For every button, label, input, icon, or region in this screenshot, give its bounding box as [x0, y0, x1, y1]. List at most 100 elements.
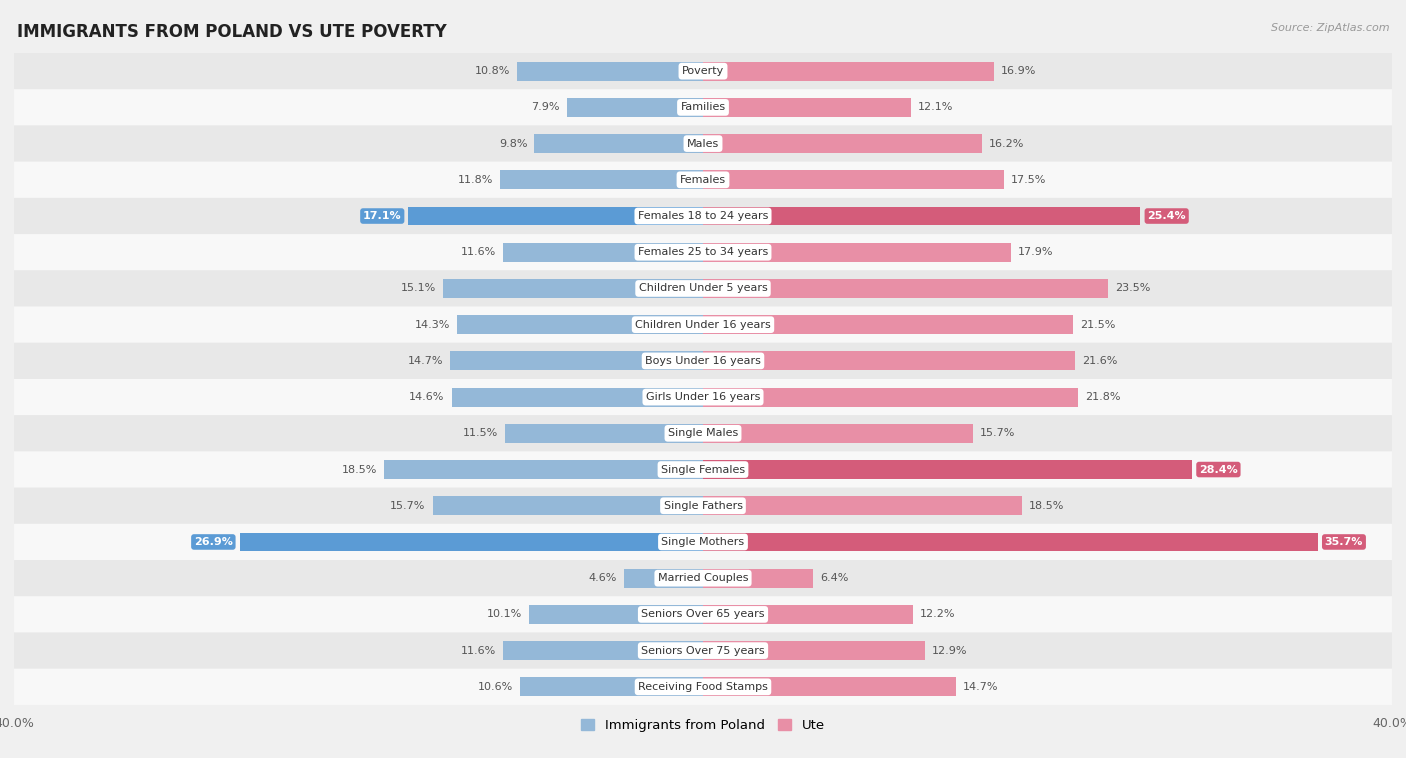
- Text: Females: Females: [681, 175, 725, 185]
- Text: Girls Under 16 years: Girls Under 16 years: [645, 392, 761, 402]
- Bar: [567, 98, 703, 117]
- Text: Married Couples: Married Couples: [658, 573, 748, 583]
- Text: 14.6%: 14.6%: [409, 392, 444, 402]
- Bar: [503, 243, 703, 262]
- Text: 11.5%: 11.5%: [463, 428, 498, 438]
- Text: Single Fathers: Single Fathers: [664, 501, 742, 511]
- Bar: [703, 496, 1022, 515]
- FancyBboxPatch shape: [14, 452, 1392, 487]
- Bar: [703, 171, 1004, 190]
- FancyBboxPatch shape: [14, 632, 1392, 669]
- Text: 21.8%: 21.8%: [1085, 392, 1121, 402]
- FancyBboxPatch shape: [14, 306, 1392, 343]
- Text: 14.3%: 14.3%: [415, 320, 450, 330]
- Bar: [703, 460, 1192, 479]
- Bar: [703, 315, 1073, 334]
- Text: Children Under 5 years: Children Under 5 years: [638, 283, 768, 293]
- Text: Receiving Food Stamps: Receiving Food Stamps: [638, 682, 768, 692]
- Text: Families: Families: [681, 102, 725, 112]
- Bar: [703, 424, 973, 443]
- Text: 35.7%: 35.7%: [1324, 537, 1364, 547]
- Bar: [505, 424, 703, 443]
- Bar: [384, 460, 703, 479]
- Text: 26.9%: 26.9%: [194, 537, 233, 547]
- Text: 12.2%: 12.2%: [920, 609, 956, 619]
- Bar: [443, 279, 703, 298]
- Text: 15.7%: 15.7%: [391, 501, 426, 511]
- Text: 21.6%: 21.6%: [1083, 356, 1118, 366]
- Legend: Immigrants from Poland, Ute: Immigrants from Poland, Ute: [576, 714, 830, 738]
- Text: 17.5%: 17.5%: [1011, 175, 1046, 185]
- Bar: [703, 387, 1078, 406]
- Text: Seniors Over 75 years: Seniors Over 75 years: [641, 646, 765, 656]
- Bar: [703, 678, 956, 697]
- Bar: [503, 641, 703, 660]
- Text: 9.8%: 9.8%: [499, 139, 527, 149]
- Text: 10.1%: 10.1%: [486, 609, 522, 619]
- Text: Females 18 to 24 years: Females 18 to 24 years: [638, 211, 768, 221]
- FancyBboxPatch shape: [14, 597, 1392, 632]
- FancyBboxPatch shape: [14, 415, 1392, 452]
- Bar: [409, 207, 703, 225]
- Bar: [433, 496, 703, 515]
- Bar: [703, 279, 1108, 298]
- Text: 25.4%: 25.4%: [1147, 211, 1187, 221]
- Text: 16.9%: 16.9%: [1001, 66, 1036, 76]
- Text: 17.1%: 17.1%: [363, 211, 402, 221]
- Bar: [703, 641, 925, 660]
- Text: 7.9%: 7.9%: [531, 102, 560, 112]
- Bar: [703, 207, 1140, 225]
- Text: 17.9%: 17.9%: [1018, 247, 1053, 257]
- Bar: [520, 678, 703, 697]
- Text: Boys Under 16 years: Boys Under 16 years: [645, 356, 761, 366]
- Bar: [451, 387, 703, 406]
- Text: 10.6%: 10.6%: [478, 682, 513, 692]
- Bar: [529, 605, 703, 624]
- FancyBboxPatch shape: [14, 126, 1392, 161]
- Bar: [703, 98, 911, 117]
- Text: 28.4%: 28.4%: [1199, 465, 1237, 475]
- Text: Single Males: Single Males: [668, 428, 738, 438]
- Bar: [239, 533, 703, 551]
- Text: Single Females: Single Females: [661, 465, 745, 475]
- Text: 18.5%: 18.5%: [1029, 501, 1064, 511]
- FancyBboxPatch shape: [14, 524, 1392, 560]
- Text: 11.6%: 11.6%: [461, 646, 496, 656]
- Text: 12.1%: 12.1%: [918, 102, 953, 112]
- Bar: [534, 134, 703, 153]
- Text: 6.4%: 6.4%: [820, 573, 848, 583]
- FancyBboxPatch shape: [14, 234, 1392, 271]
- Bar: [703, 61, 994, 80]
- Text: 18.5%: 18.5%: [342, 465, 377, 475]
- FancyBboxPatch shape: [14, 53, 1392, 89]
- Text: 4.6%: 4.6%: [589, 573, 617, 583]
- Text: 23.5%: 23.5%: [1115, 283, 1150, 293]
- Bar: [703, 533, 1317, 551]
- Text: Source: ZipAtlas.com: Source: ZipAtlas.com: [1271, 23, 1389, 33]
- Text: 15.1%: 15.1%: [401, 283, 436, 293]
- Text: Females 25 to 34 years: Females 25 to 34 years: [638, 247, 768, 257]
- Bar: [499, 171, 703, 190]
- Text: Males: Males: [688, 139, 718, 149]
- FancyBboxPatch shape: [14, 271, 1392, 306]
- Text: 15.7%: 15.7%: [980, 428, 1015, 438]
- Text: 14.7%: 14.7%: [963, 682, 998, 692]
- Text: Children Under 16 years: Children Under 16 years: [636, 320, 770, 330]
- Text: 21.5%: 21.5%: [1080, 320, 1115, 330]
- Bar: [703, 134, 981, 153]
- Text: 11.6%: 11.6%: [461, 247, 496, 257]
- FancyBboxPatch shape: [14, 343, 1392, 379]
- Text: 16.2%: 16.2%: [988, 139, 1025, 149]
- FancyBboxPatch shape: [14, 161, 1392, 198]
- Text: 12.9%: 12.9%: [932, 646, 967, 656]
- FancyBboxPatch shape: [14, 560, 1392, 597]
- Bar: [703, 352, 1076, 371]
- Bar: [624, 568, 703, 587]
- FancyBboxPatch shape: [14, 198, 1392, 234]
- Text: Seniors Over 65 years: Seniors Over 65 years: [641, 609, 765, 619]
- Bar: [517, 61, 703, 80]
- FancyBboxPatch shape: [14, 669, 1392, 705]
- Bar: [450, 352, 703, 371]
- Bar: [703, 243, 1011, 262]
- Text: Poverty: Poverty: [682, 66, 724, 76]
